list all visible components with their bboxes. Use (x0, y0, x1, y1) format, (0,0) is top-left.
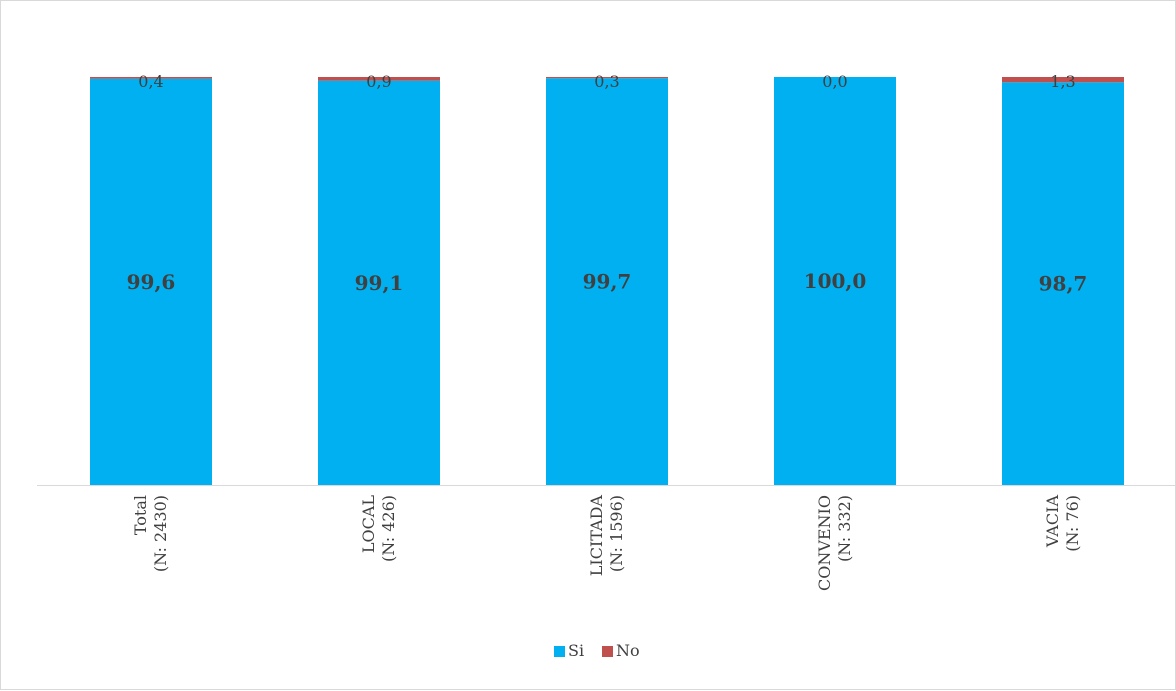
bar-no (1002, 77, 1124, 83)
x-tick-labels: Total (N: 2430) LOCAL (N: 426) LICITADA (N: 1… (131, 495, 1082, 591)
bar-no (546, 77, 668, 79)
data-label-si: 100,0 (804, 269, 867, 293)
legend: Si No (554, 641, 640, 660)
x-tick-label-line: (N: 2430) (151, 495, 170, 572)
data-label-si: 99,1 (355, 271, 404, 295)
x-tick-label: LICITADA (N: 1596) (587, 495, 626, 577)
x-tick-label-line: CONVENIO (815, 495, 834, 591)
x-tick-label: VACIA (N: 76) (1043, 495, 1082, 552)
x-tick-label-line: VACIA (1043, 495, 1062, 549)
data-label-si: 99,7 (583, 270, 632, 294)
x-tick-label: Total (N: 2430) (131, 495, 170, 572)
bars-group: 99,6 0,4 99,1 0,9 99,7 0,3 100,0 0,0 98,7 1,3 (90, 72, 1124, 485)
data-label-no: 1,3 (1050, 72, 1075, 91)
data-label-no: 0,0 (822, 72, 847, 91)
data-label-no: 0,3 (594, 72, 619, 91)
x-tick-label: LOCAL (N: 426) (359, 495, 398, 562)
legend-label-si: Si (568, 641, 584, 660)
x-tick-label-line: (N: 426) (379, 495, 398, 562)
bar-si (318, 80, 440, 485)
legend-swatch-si (554, 646, 565, 657)
bar-si (90, 78, 212, 485)
bar-no (318, 77, 440, 81)
data-label-no: 0,9 (366, 72, 391, 91)
bar-no (90, 77, 212, 79)
x-tick-label-line: (N: 76) (1063, 495, 1082, 552)
data-label-si: 99,6 (127, 270, 176, 294)
x-tick-label-line: (N: 1596) (607, 495, 626, 572)
data-label-no: 0,4 (138, 72, 163, 91)
x-tick-label-line: LOCAL (359, 495, 378, 554)
bar-si (774, 77, 896, 485)
legend-label-no: No (616, 641, 640, 660)
x-tick-label: CONVENIO (N: 332) (815, 495, 854, 591)
data-label-si: 98,7 (1039, 272, 1088, 296)
legend-swatch-no (602, 646, 613, 657)
x-tick-label-line: Total (131, 495, 150, 535)
x-tick-label-line: LICITADA (587, 495, 606, 577)
bar-si (546, 78, 668, 485)
x-tick-label-line: (N: 332) (835, 495, 854, 562)
bar-si (1002, 82, 1124, 485)
